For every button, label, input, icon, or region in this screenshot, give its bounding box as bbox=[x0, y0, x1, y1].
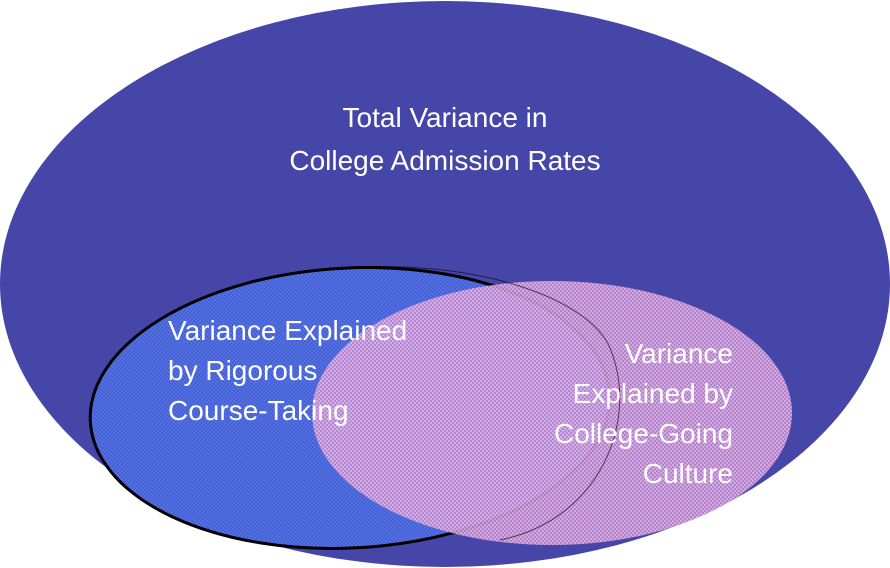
set-label-line: by Rigorous bbox=[168, 355, 317, 386]
title-line: College Admission Rates bbox=[289, 145, 600, 176]
outline-overlap bbox=[339, 266, 621, 541]
title-line: Total Variance in bbox=[343, 102, 548, 133]
set-label-line: Course-Taking bbox=[168, 395, 349, 426]
set-label-line: Variance bbox=[625, 338, 733, 369]
set-label-line: Variance Explained bbox=[168, 315, 407, 346]
set-label-line: Explained by bbox=[573, 378, 733, 409]
set-label-line: College-Going bbox=[554, 418, 733, 449]
set-label-line: Culture bbox=[643, 458, 733, 489]
college-culture-ellipse bbox=[312, 281, 792, 545]
